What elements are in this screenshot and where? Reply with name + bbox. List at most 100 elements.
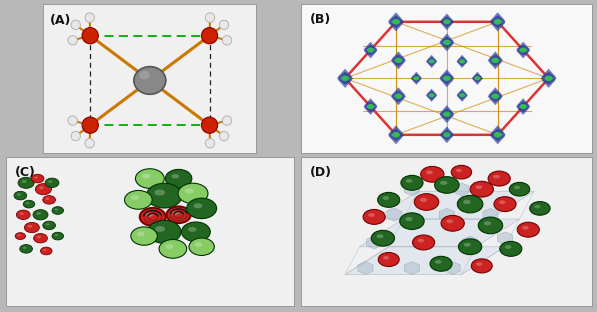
Ellipse shape (522, 226, 529, 230)
Ellipse shape (401, 175, 423, 190)
Text: (B): (B) (310, 13, 331, 26)
Polygon shape (416, 236, 431, 249)
Polygon shape (490, 23, 505, 31)
Ellipse shape (441, 215, 464, 231)
Polygon shape (541, 69, 556, 77)
Polygon shape (440, 44, 454, 51)
Ellipse shape (494, 197, 516, 212)
Circle shape (395, 94, 401, 98)
Circle shape (205, 139, 215, 148)
Polygon shape (439, 208, 454, 221)
Circle shape (85, 13, 94, 22)
Ellipse shape (426, 170, 433, 174)
Polygon shape (440, 105, 454, 113)
Ellipse shape (43, 196, 56, 204)
Ellipse shape (363, 209, 385, 224)
Ellipse shape (45, 178, 59, 188)
Polygon shape (472, 72, 482, 77)
Polygon shape (392, 61, 405, 69)
Polygon shape (392, 91, 405, 102)
Polygon shape (441, 129, 453, 140)
Text: (A): (A) (50, 14, 71, 27)
Polygon shape (440, 73, 454, 84)
Ellipse shape (54, 234, 58, 236)
Ellipse shape (24, 222, 39, 233)
Ellipse shape (504, 245, 512, 249)
Ellipse shape (188, 227, 196, 232)
Ellipse shape (493, 175, 500, 178)
Ellipse shape (167, 207, 190, 223)
Ellipse shape (456, 169, 462, 172)
Polygon shape (516, 98, 530, 105)
Polygon shape (387, 208, 402, 221)
Polygon shape (516, 51, 530, 58)
Polygon shape (440, 37, 454, 48)
Ellipse shape (178, 183, 208, 204)
Ellipse shape (134, 66, 166, 94)
Polygon shape (364, 51, 377, 58)
Polygon shape (541, 80, 556, 88)
Ellipse shape (534, 205, 540, 208)
Ellipse shape (136, 169, 164, 188)
Ellipse shape (458, 239, 482, 255)
Circle shape (444, 76, 450, 80)
Ellipse shape (430, 256, 452, 271)
Polygon shape (367, 236, 381, 249)
Polygon shape (541, 72, 556, 84)
Circle shape (494, 20, 501, 24)
Ellipse shape (54, 209, 58, 211)
Ellipse shape (125, 191, 152, 209)
Ellipse shape (414, 194, 439, 210)
Polygon shape (426, 89, 437, 95)
Circle shape (82, 27, 99, 44)
Polygon shape (364, 98, 377, 105)
Ellipse shape (509, 183, 530, 196)
Ellipse shape (147, 220, 181, 243)
Ellipse shape (470, 181, 493, 197)
Ellipse shape (21, 180, 26, 183)
Polygon shape (389, 12, 404, 21)
Polygon shape (364, 108, 377, 115)
Ellipse shape (43, 221, 56, 230)
Ellipse shape (20, 245, 32, 253)
Ellipse shape (371, 230, 395, 246)
Ellipse shape (383, 256, 389, 260)
Polygon shape (488, 55, 502, 66)
Polygon shape (404, 262, 420, 275)
Ellipse shape (378, 252, 399, 266)
Ellipse shape (488, 171, 510, 186)
Circle shape (460, 60, 464, 63)
Polygon shape (516, 42, 530, 49)
Circle shape (494, 133, 501, 137)
Polygon shape (392, 87, 405, 95)
Polygon shape (426, 57, 437, 66)
Polygon shape (472, 79, 482, 85)
Circle shape (219, 20, 229, 30)
Ellipse shape (435, 177, 459, 193)
Polygon shape (411, 72, 421, 77)
Text: (C): (C) (14, 166, 35, 179)
Circle shape (82, 117, 99, 133)
Ellipse shape (517, 222, 539, 237)
Circle shape (521, 48, 526, 52)
Ellipse shape (457, 195, 483, 213)
Ellipse shape (189, 238, 214, 256)
Ellipse shape (171, 174, 179, 178)
Ellipse shape (34, 176, 38, 178)
Polygon shape (440, 69, 454, 77)
Ellipse shape (413, 235, 435, 250)
Ellipse shape (500, 241, 522, 256)
Circle shape (85, 139, 94, 148)
Polygon shape (345, 247, 505, 275)
Polygon shape (490, 16, 505, 28)
Polygon shape (392, 55, 405, 66)
Ellipse shape (165, 169, 192, 188)
Ellipse shape (35, 184, 51, 195)
Circle shape (68, 36, 78, 45)
Ellipse shape (155, 189, 165, 196)
Polygon shape (441, 13, 453, 21)
Ellipse shape (131, 227, 158, 245)
Ellipse shape (33, 233, 47, 243)
Polygon shape (441, 136, 453, 143)
Circle shape (429, 60, 434, 63)
